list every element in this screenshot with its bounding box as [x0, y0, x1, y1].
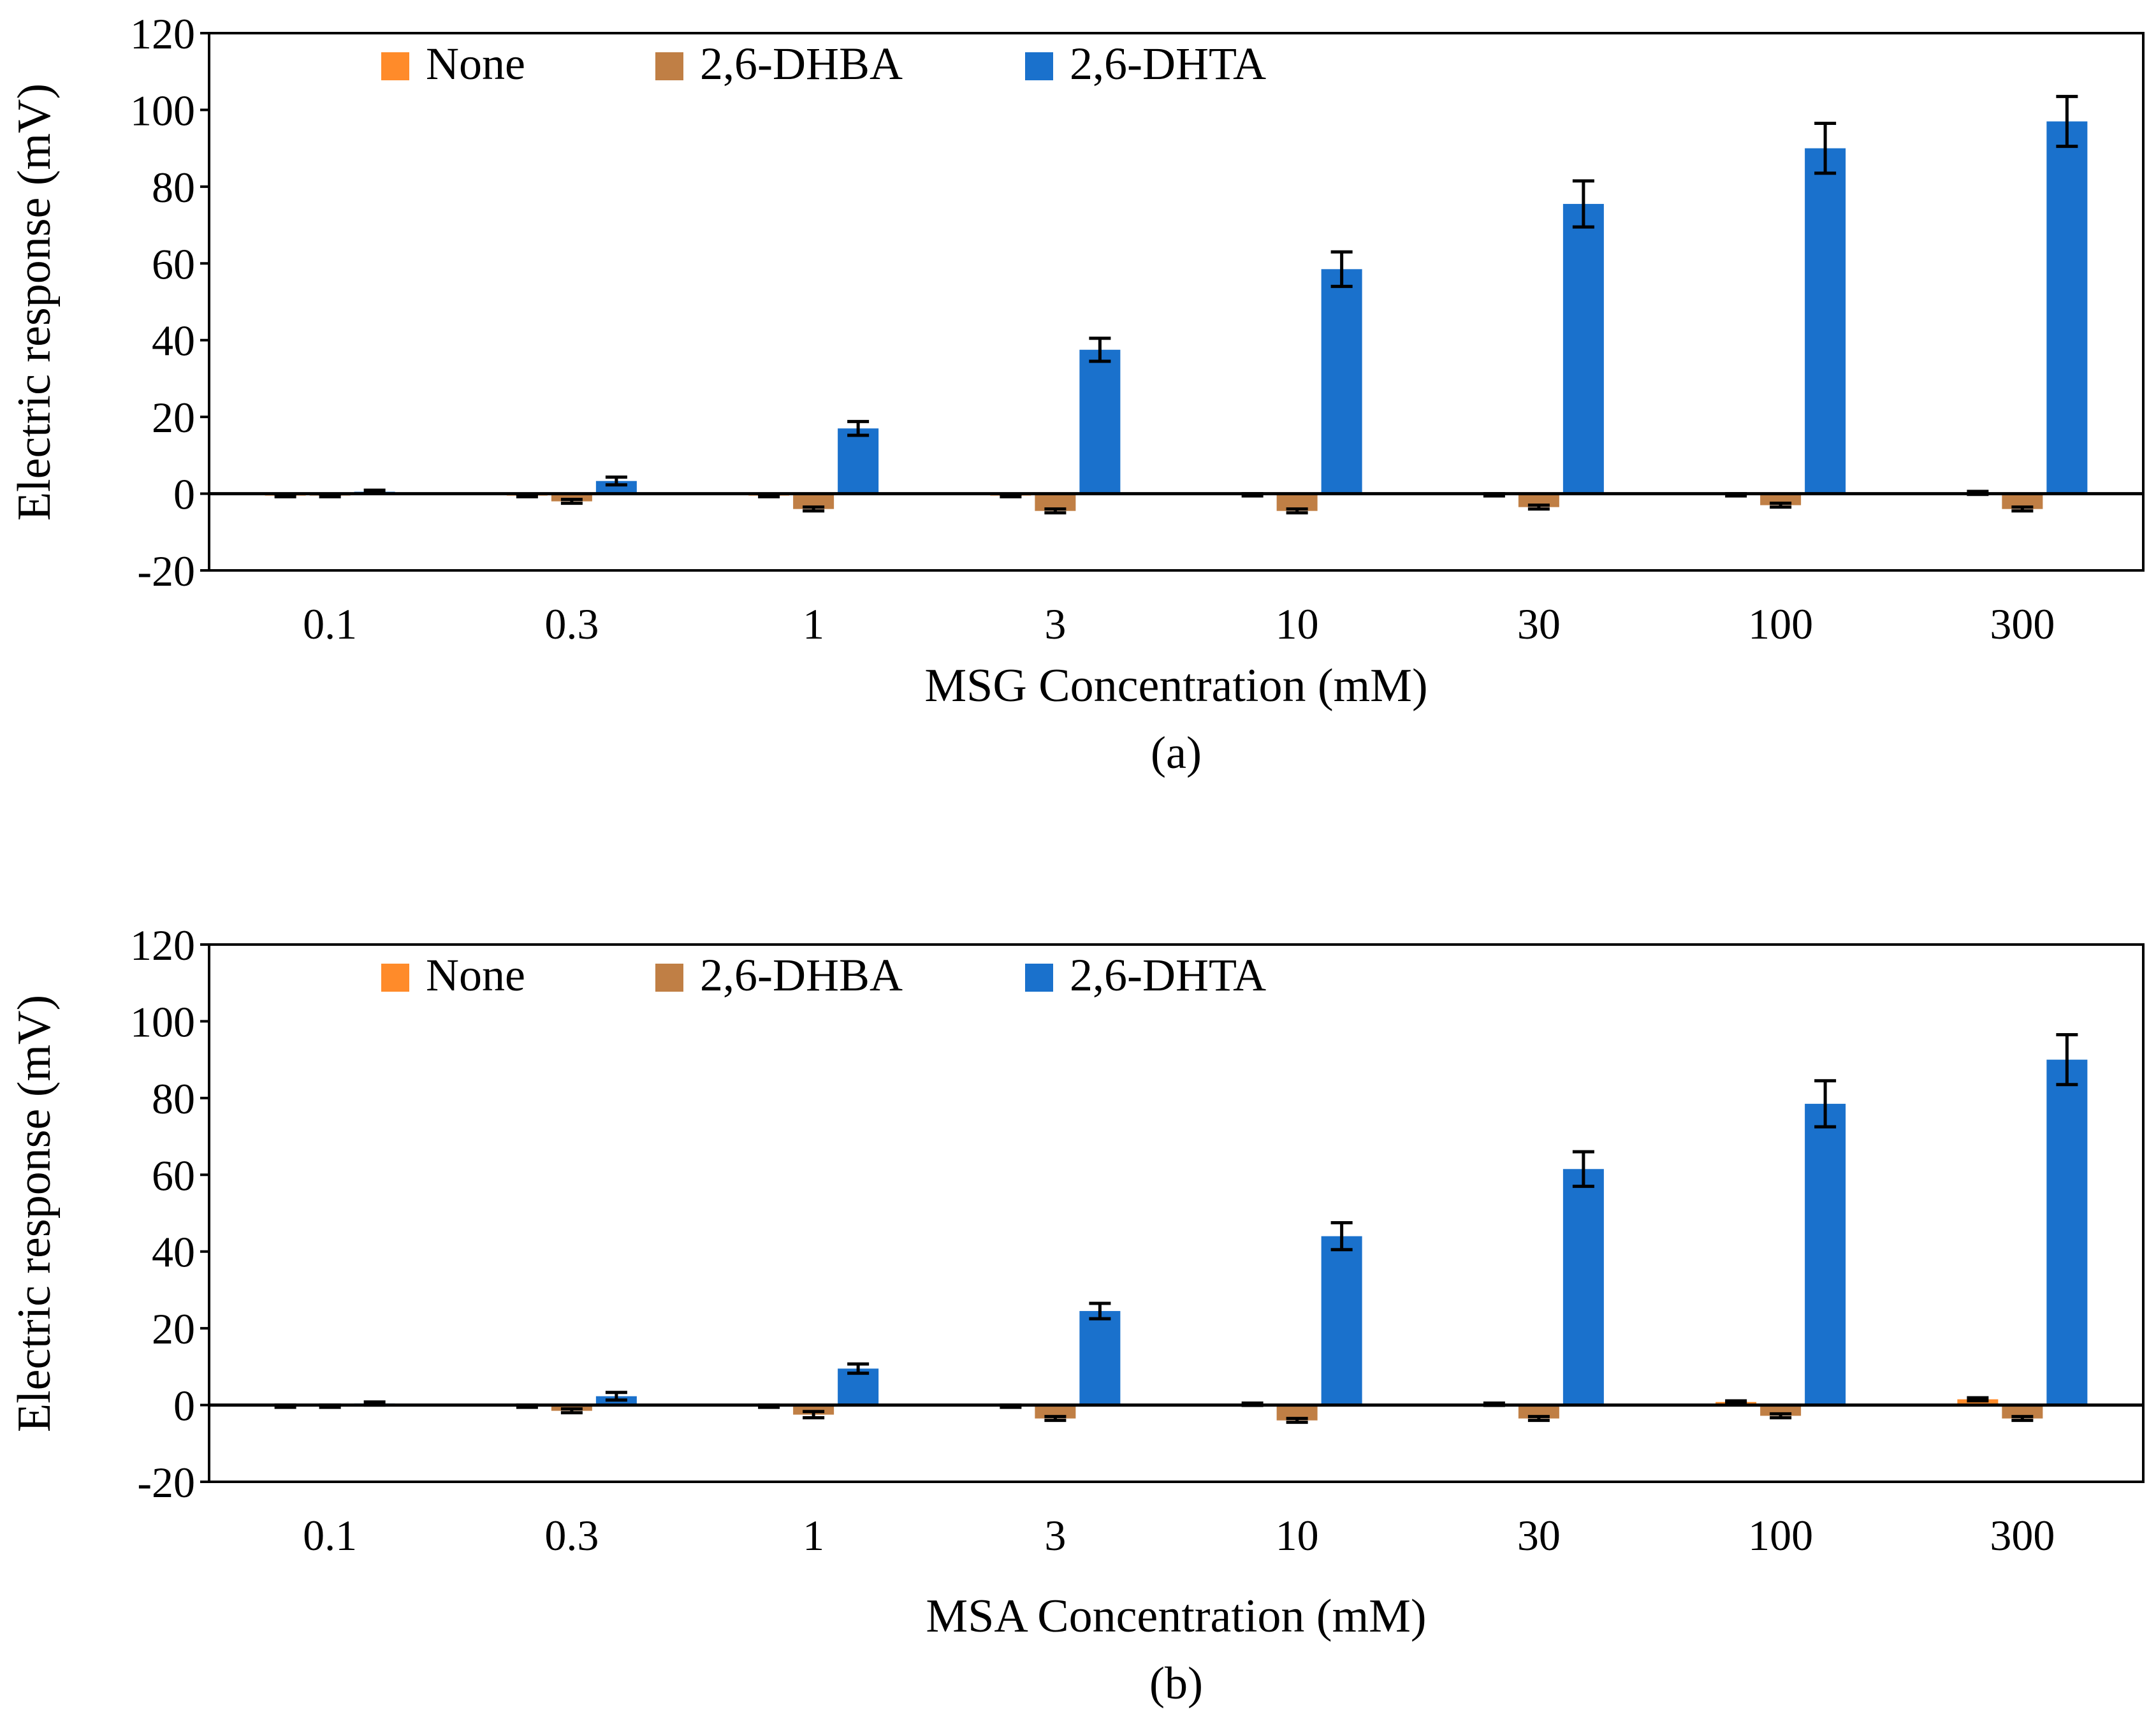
legend-swatch [1025, 964, 1053, 992]
error-bar [1286, 1417, 1308, 1424]
y-tick-label: 100 [130, 997, 195, 1046]
panel-caption: (a) [1151, 727, 1202, 778]
error-bar [1572, 1150, 1594, 1188]
bar-2-6-dhta-30 [1562, 1169, 1604, 1405]
bar-2-6-dhta-3 [1079, 349, 1121, 494]
y-tick-label: 100 [130, 86, 195, 134]
x-tick-label: 30 [1517, 1511, 1561, 1560]
bar-2-6-dhta-300 [2046, 1059, 2088, 1405]
error-bar [1330, 1221, 1353, 1252]
y-tick-label: 20 [152, 393, 195, 442]
x-tick-label: 3 [1044, 600, 1066, 648]
error-bar [560, 498, 583, 505]
error-bar [1527, 503, 1550, 511]
panel-caption: (b) [1149, 1658, 1203, 1709]
x-tick-label: 300 [1990, 600, 2055, 648]
plot-frame [208, 32, 2145, 572]
bar-2-6-dhta-300 [2046, 121, 2088, 494]
y-tick-label: 120 [130, 10, 195, 58]
error-bar [2011, 1415, 2034, 1423]
y-tick-label: -20 [137, 1458, 195, 1507]
bar-2-6-dhta-3 [1079, 1311, 1121, 1405]
error-bar [1044, 507, 1067, 515]
plot-frame [208, 943, 2145, 1483]
x-tick-label: 100 [1748, 600, 1813, 648]
legend-swatch [381, 964, 409, 992]
chart-panel-b: -20 0 20 40 60 80 100 120 0.1 0.3 1 3 10 30 100 300 None… [8, 921, 2145, 1709]
legend-swatch [381, 52, 409, 80]
x-tick-label: 0.1 [303, 600, 357, 648]
y-tick-label: 40 [152, 317, 195, 365]
x-tick-label: 1 [803, 1511, 824, 1560]
error-bar [847, 1362, 870, 1375]
y-tick-label: 120 [130, 921, 195, 969]
error-bar [2056, 94, 2078, 148]
y-tick-label: 20 [152, 1305, 195, 1353]
legend-swatch [1025, 52, 1053, 80]
legend-label: 2,6-DHBA [700, 38, 903, 89]
legend-label: 2,6-DHTA [1070, 38, 1266, 89]
legend: None 2,6-DHBA 2,6-DHTA [381, 950, 1266, 1001]
x-tick-label: 1 [803, 600, 824, 648]
legend: None 2,6-DHBA 2,6-DHTA [381, 38, 1266, 89]
error-bar [1770, 502, 1792, 509]
x-tick-label: 10 [1276, 600, 1319, 648]
bar-2-6-dhta-100 [1805, 1103, 1846, 1405]
x-tick-label: 0.3 [544, 1511, 599, 1560]
error-bar [1527, 1415, 1550, 1423]
y-tick-label: 80 [152, 163, 195, 212]
bar-2-6-dhta-30 [1562, 203, 1604, 494]
error-bar [1572, 179, 1594, 229]
legend-label: 2,6-DHTA [1070, 950, 1266, 1001]
error-bar [1089, 337, 1111, 363]
error-bar [1814, 122, 1837, 175]
y-axis-title: Electric response (mV) [8, 83, 61, 521]
legend-label: 2,6-DHBA [700, 950, 903, 1001]
legend-swatch [655, 52, 683, 80]
x-axis-title: MSA Concentration (mM) [926, 1590, 1426, 1642]
x-tick-label: 300 [1990, 1511, 2055, 1560]
legend-label: None [426, 950, 525, 1001]
bar-2-6-dhta-1 [838, 428, 879, 494]
legend-label: None [426, 38, 525, 89]
y-tick-label: 0 [173, 1382, 195, 1430]
x-tick-label: 0.1 [303, 1511, 357, 1560]
y-tick-label: 40 [152, 1228, 195, 1277]
error-bar [1089, 1301, 1111, 1321]
y-axis-title: Electric response (mV) [8, 995, 61, 1432]
error-bar [1286, 507, 1308, 515]
bar-2-6-dhta-10 [1321, 269, 1362, 494]
error-bar [1725, 1399, 1747, 1405]
x-tick-label: 10 [1276, 1511, 1319, 1560]
x-tick-label: 30 [1517, 600, 1561, 648]
error-bar [1330, 250, 1353, 288]
error-bar [560, 1407, 583, 1415]
y-tick-label: -20 [137, 547, 195, 595]
y-tick-label: 0 [173, 470, 195, 519]
x-tick-label: 0.3 [544, 600, 599, 648]
error-bar [1044, 1415, 1067, 1423]
error-bar [1967, 1396, 1989, 1403]
error-bar [605, 475, 627, 487]
bar-2-6-dhta-10 [1321, 1236, 1362, 1405]
chart-panel-a: -20 0 20 40 60 80 100 120 0.1 0.3 1 3 10 30 100 300 None… [8, 10, 2145, 778]
x-tick-label: 3 [1044, 1511, 1066, 1560]
y-tick-label: 60 [152, 240, 195, 288]
x-tick-label: 100 [1748, 1511, 1813, 1560]
x-axis-title: MSG Concentration (mM) [924, 660, 1427, 712]
bar-2-6-dhta-100 [1805, 148, 1846, 494]
error-bar [803, 1410, 825, 1419]
error-bar [1770, 1412, 1792, 1419]
error-bar [803, 505, 825, 513]
y-tick-label: 80 [152, 1075, 195, 1123]
error-bar [2056, 1033, 2078, 1087]
error-bar [605, 1391, 627, 1402]
error-bar [1814, 1079, 1837, 1129]
legend-swatch [655, 964, 683, 992]
error-bar [847, 419, 870, 437]
error-bar [2011, 505, 2034, 513]
y-tick-label: 60 [152, 1151, 195, 1199]
